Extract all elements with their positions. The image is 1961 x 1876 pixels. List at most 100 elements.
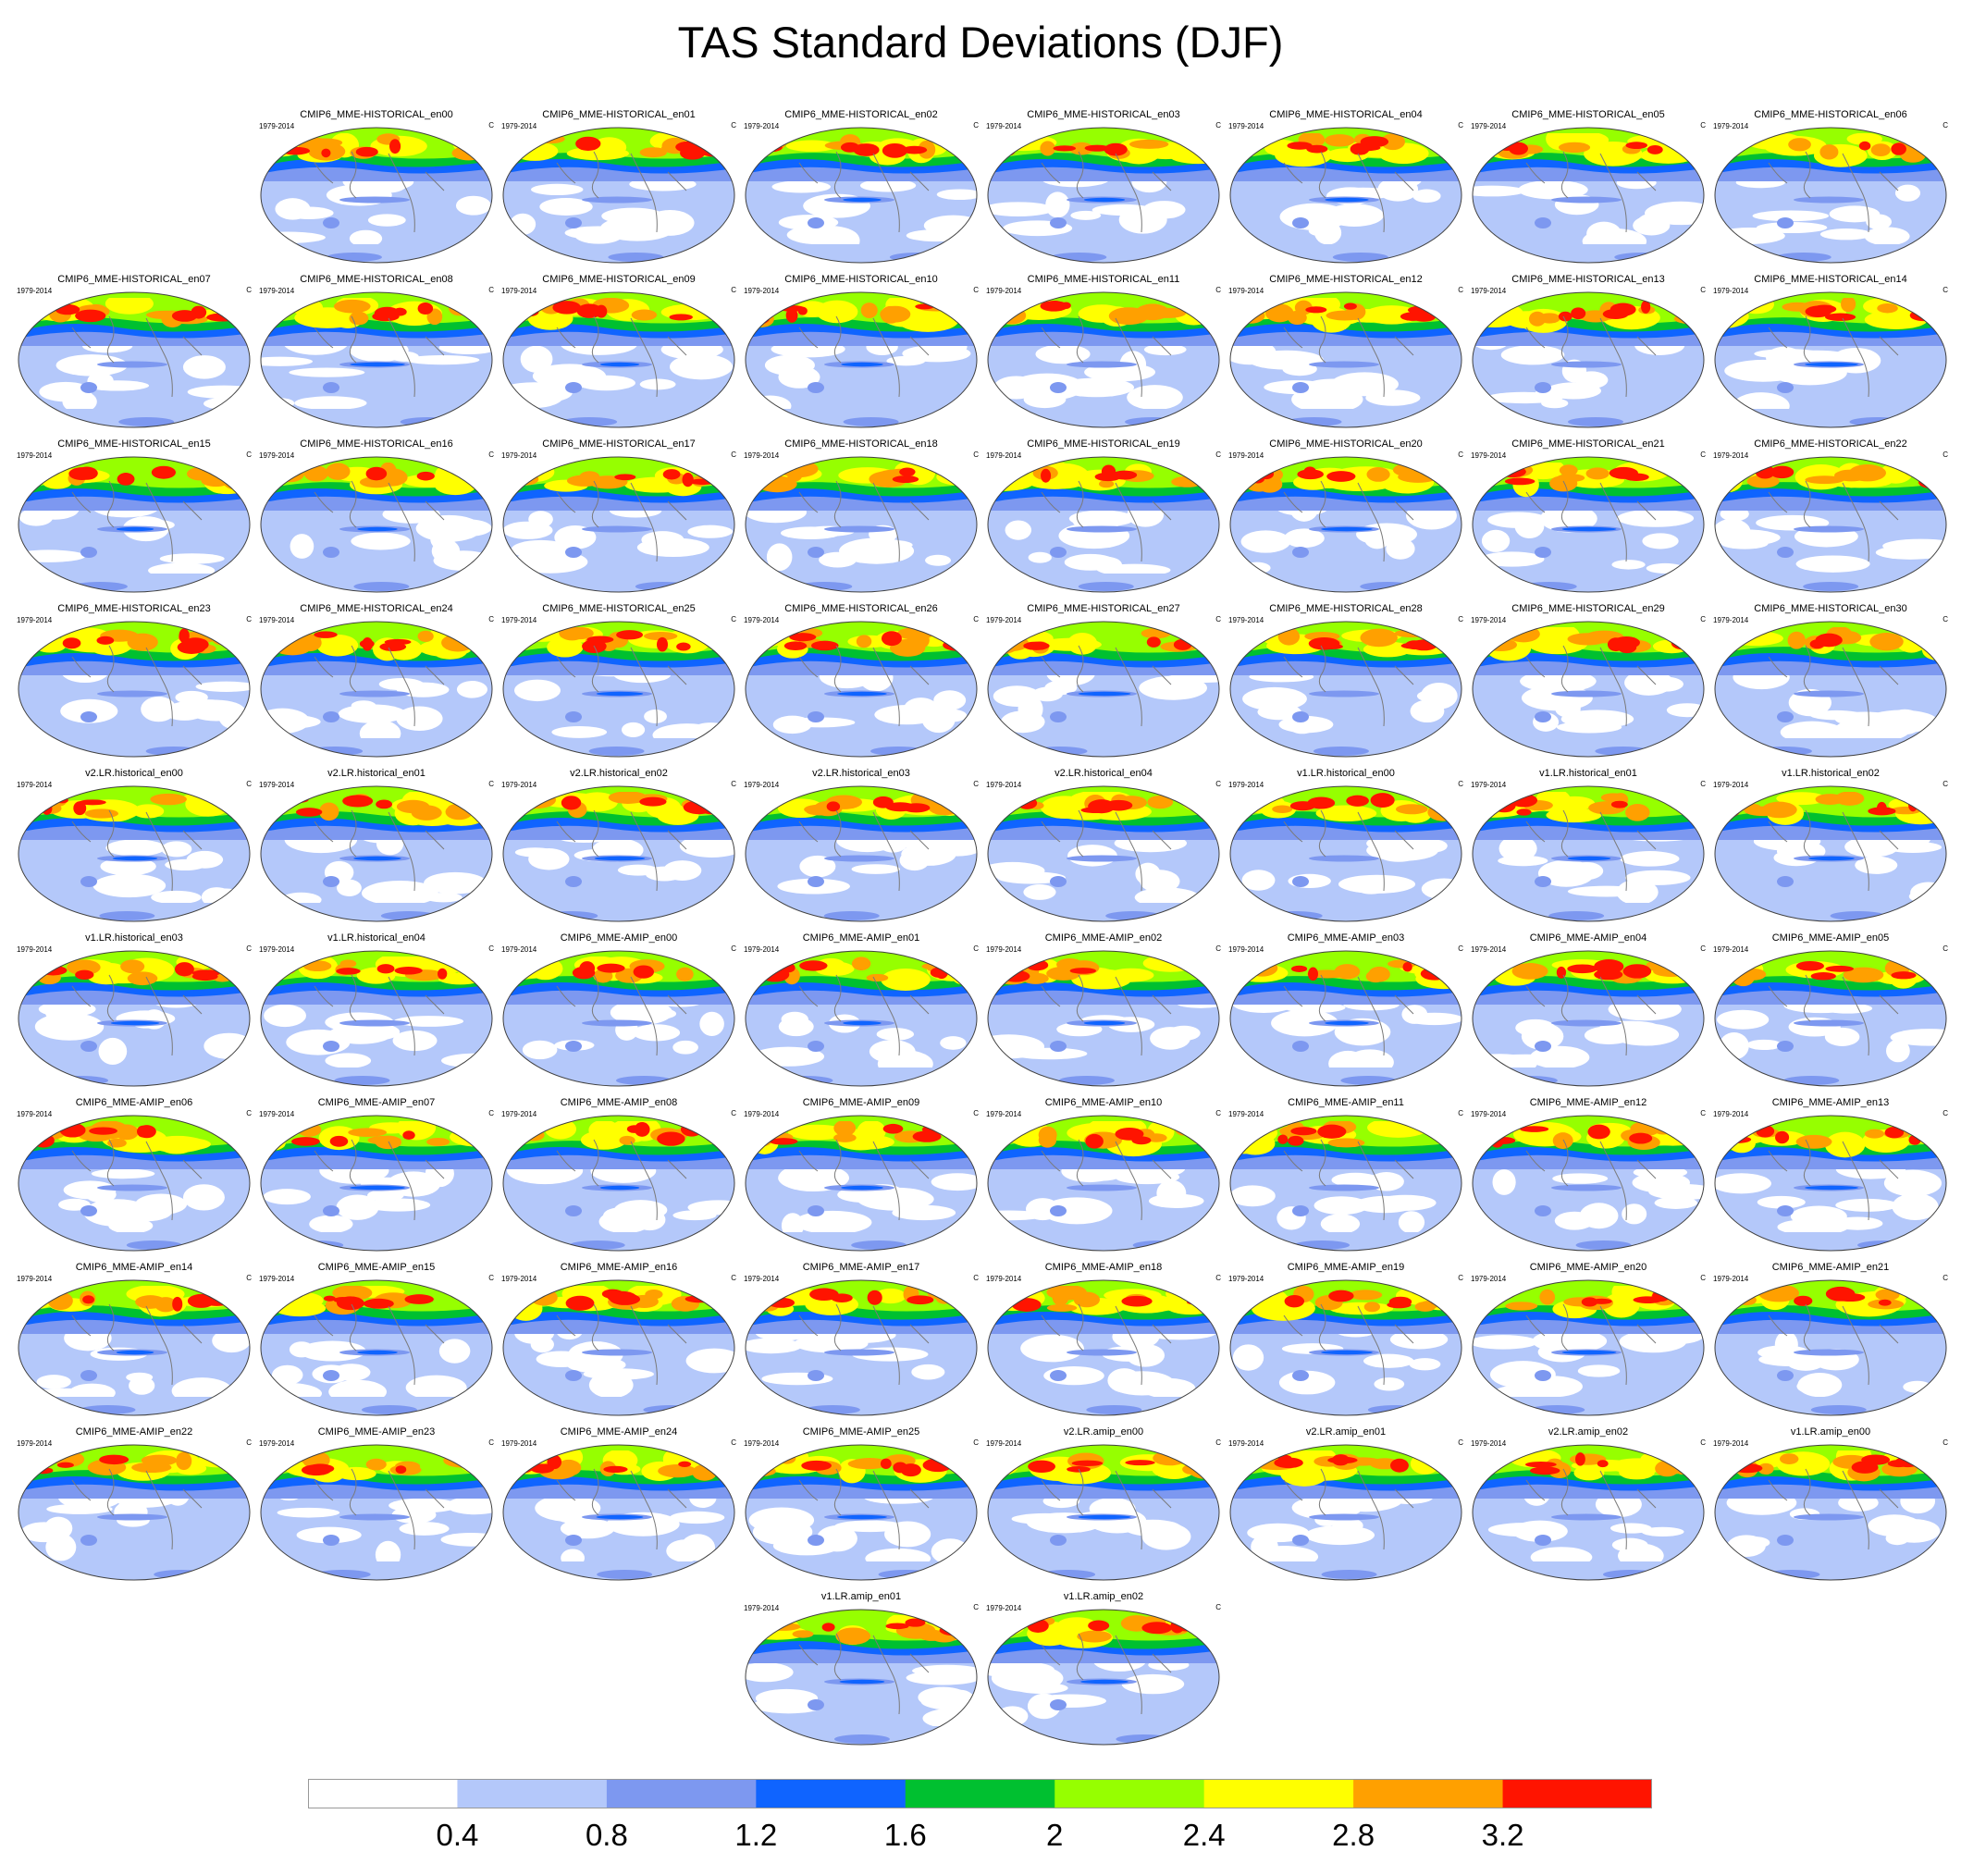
map-field [18,951,250,1086]
panel-period: 1979-2014 [17,1439,53,1448]
panel-period: 1979-2014 [259,945,295,954]
map-field [1230,128,1462,263]
panel-unit: C [1700,1438,1706,1447]
map-field [1715,457,1946,592]
robinson-map [987,456,1220,593]
map-field [503,622,734,757]
panel-unit: C [1215,1109,1221,1117]
map-panel: CMIP6_MME-AMIP_en21 1979-2014 C [1709,1262,1952,1424]
panel-period: 1979-2014 [744,287,780,295]
map-panel: CMIP6_MME-HISTORICAL_en29 1979-2014 C [1467,603,1709,765]
map-panel: CMIP6_MME-HISTORICAL_en20 1979-2014 C [1225,438,1467,600]
panel-period: 1979-2014 [1471,781,1507,789]
panel-unit: C [1458,450,1463,459]
map-field [261,622,492,757]
panel-title: CMIP6_MME-HISTORICAL_en24 [300,603,453,614]
panel-period: 1979-2014 [259,1439,295,1448]
map-panel: v2.LR.amip_en01 1979-2014 C [1225,1426,1467,1588]
panel-title: CMIP6_MME-HISTORICAL_en19 [1027,438,1180,450]
robinson-map [1472,621,1705,758]
panel-unit: C [488,1274,494,1282]
robinson-map [260,127,493,264]
panel-period: 1979-2014 [744,1275,780,1283]
panel-unit: C [1942,286,1948,294]
robinson-map [502,127,735,264]
robinson-map [502,1279,735,1416]
map-panel: CMIP6_MME-AMIP_en12 1979-2014 C [1467,1097,1709,1259]
panel-period: 1979-2014 [1471,945,1507,954]
robinson-map [18,1444,251,1581]
panel-title: CMIP6_MME-HISTORICAL_en23 [57,603,211,614]
robinson-map [1472,456,1705,593]
panel-unit: C [246,1438,252,1447]
robinson-map [1472,1279,1705,1416]
robinson-map [1229,1279,1462,1416]
map-panel: v2.LR.historical_en00 1979-2014 C [13,768,255,930]
robinson-map [987,950,1220,1087]
panel-unit: C [973,1109,979,1117]
map-panel: v1.LR.historical_en00 1979-2014 C [1225,768,1467,930]
panel-unit: C [488,286,494,294]
panel-period: 1979-2014 [1713,1439,1749,1448]
map-panel: CMIP6_MME-HISTORICAL_en25 1979-2014 C [498,603,740,765]
panel-title: CMIP6_MME-HISTORICAL_en11 [1027,274,1180,285]
panel-title: CMIP6_MME-AMIP_en23 [317,1426,436,1438]
panel-unit: C [731,450,736,459]
panel-period: 1979-2014 [259,122,295,130]
panel-period: 1979-2014 [1228,451,1264,460]
panel-unit: C [731,121,736,130]
panel-title: CMIP6_MME-HISTORICAL_en15 [57,438,211,450]
panel-unit: C [973,1438,979,1447]
map-panel: CMIP6_MME-HISTORICAL_en24 1979-2014 C [255,603,498,765]
panel-title: CMIP6_MME-AMIP_en06 [75,1097,193,1108]
panel-title: CMIP6_MME-AMIP_en00 [560,932,678,944]
map-panel: CMIP6_MME-AMIP_en01 1979-2014 C [740,932,982,1094]
map-field [261,1445,492,1580]
robinson-map [1714,785,1947,922]
map-panel: CMIP6_MME-HISTORICAL_en19 1979-2014 C [982,438,1225,600]
panel-title: CMIP6_MME-HISTORICAL_en02 [784,109,938,120]
panel-title: CMIP6_MME-HISTORICAL_en04 [1269,109,1423,120]
map-field [746,292,977,427]
panel-title: CMIP6_MME-AMIP_en07 [317,1097,436,1108]
robinson-map [1472,291,1705,428]
panel-title: CMIP6_MME-HISTORICAL_en26 [784,603,938,614]
map-field [1715,786,1946,921]
panel-title: CMIP6_MME-AMIP_en22 [75,1426,193,1438]
panel-unit: C [246,1109,252,1117]
robinson-map [1714,291,1947,428]
map-field [261,128,492,263]
panel-unit: C [488,450,494,459]
map-panel: CMIP6_MME-HISTORICAL_en13 1979-2014 C [1467,274,1709,436]
map-panel: CMIP6_MME-HISTORICAL_en12 1979-2014 C [1225,274,1467,436]
map-field [503,1445,734,1580]
panel-unit: C [246,450,252,459]
map-field [1230,951,1462,1086]
robinson-map [1714,1115,1947,1252]
panel-title: CMIP6_MME-AMIP_en15 [317,1262,436,1273]
map-field [18,1445,250,1580]
panel-unit: C [1942,780,1948,788]
map-field [988,1445,1219,1580]
robinson-map [745,1115,978,1252]
robinson-map [1472,950,1705,1087]
map-panel: CMIP6_MME-HISTORICAL_en15 1979-2014 C [13,438,255,600]
robinson-map [502,1115,735,1252]
map-field [988,622,1219,757]
colorbar-tick-label: 0.8 [585,1818,628,1852]
robinson-map [1714,621,1947,758]
map-field [746,622,977,757]
robinson-map [502,456,735,593]
panel-unit: C [246,1274,252,1282]
panel-period: 1979-2014 [501,945,537,954]
robinson-map [18,785,251,922]
panel-period: 1979-2014 [1228,1275,1264,1283]
panel-period: 1979-2014 [501,1439,537,1448]
robinson-map [18,1115,251,1252]
robinson-map [502,1444,735,1581]
map-panel: CMIP6_MME-AMIP_en03 1979-2014 C [1225,932,1467,1094]
map-panel: CMIP6_MME-HISTORICAL_en27 1979-2014 C [982,603,1225,765]
panel-period: 1979-2014 [1228,945,1264,954]
robinson-map [1472,1444,1705,1581]
panel-period: 1979-2014 [501,122,537,130]
